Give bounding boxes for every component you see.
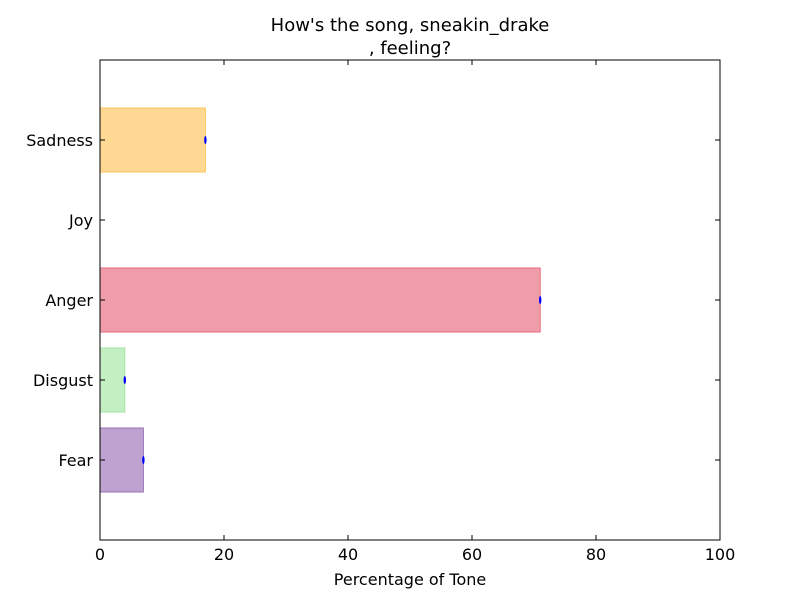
error-marker-sadness [204,136,207,144]
error-marker-fear [142,456,145,464]
x-tick-label: 80 [586,545,606,564]
y-tick-label-disgust: Disgust [33,371,93,390]
bar-anger [99,267,541,333]
chart-title-line2: , feeling? [369,38,451,59]
x-axis-label: Percentage of Tone [334,570,486,589]
y-tick-label-sadness: Sadness [26,131,93,150]
x-tick-label: 40 [338,545,358,564]
bars-group [99,107,541,493]
error-marker-anger [539,296,542,304]
x-tick-label: 20 [214,545,234,564]
y-tick-label-fear: Fear [58,451,93,470]
y-ticks-group: Fear Disgust Anger Joy Sadness [26,131,720,470]
chart-title-line1: How's the song, sneakin_drake [271,15,550,36]
x-tick-label: 0 [95,545,105,564]
x-ticks-group: 0 20 40 60 80 100 [95,60,735,564]
bar-fear [99,427,144,493]
error-marker-disgust [123,376,127,384]
error-markers-group [123,136,542,464]
x-tick-label: 60 [462,545,482,564]
bar-sadness [99,107,206,173]
y-tick-label-joy: Joy [68,211,93,230]
x-tick-label: 100 [705,545,736,564]
y-tick-label-anger: Anger [45,291,93,310]
